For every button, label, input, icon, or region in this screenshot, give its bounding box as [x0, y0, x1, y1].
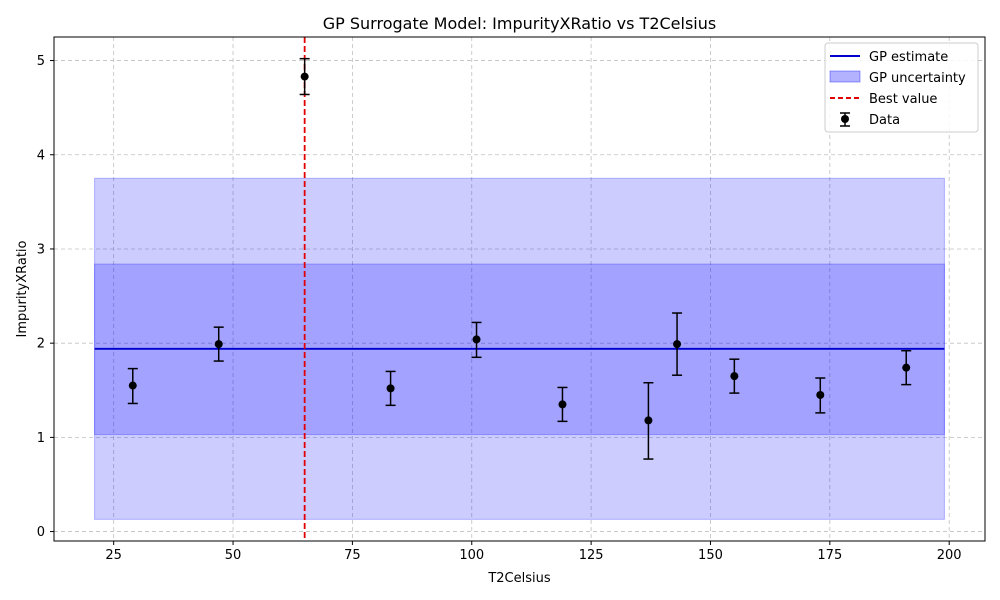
data-marker: [128, 381, 137, 390]
data-marker: [300, 72, 309, 81]
x-tick-label: 50: [225, 548, 242, 563]
y-axis-ticks: 0 1 2 3 4 5: [37, 54, 54, 540]
plot-frame: [53, 36, 986, 542]
data-marker: [644, 416, 653, 425]
x-tick-label: 150: [698, 548, 723, 563]
x-tick-label: 25: [105, 548, 122, 563]
y-tick-label: 4: [37, 148, 45, 163]
legend-gp-uncertainty-swatch: [829, 70, 861, 83]
data-point: [471, 321, 482, 359]
data-marker: [673, 340, 682, 349]
legend: GP estimate GP uncertainty Best value Da…: [824, 42, 979, 133]
x-tick-label: 100: [459, 548, 484, 563]
data-marker: [558, 400, 567, 409]
data-point: [557, 386, 568, 423]
legend-data-label: Data: [869, 113, 900, 128]
x-axis-label: T2Celsius: [487, 571, 551, 586]
legend-box: [824, 42, 979, 133]
legend-gp-estimate-label: GP estimate: [869, 50, 948, 65]
legend-data-swatch: [840, 112, 850, 127]
x-tick-label: 200: [937, 548, 962, 563]
data-point: [729, 358, 740, 394]
chart-title: GP Surrogate Model: ImpurityXRatio vs T2…: [323, 14, 716, 33]
data-point: [643, 381, 654, 460]
x-tick-label: 75: [344, 548, 361, 563]
data-marker: [902, 363, 911, 372]
data-point: [213, 326, 224, 362]
y-tick-label: 0: [37, 525, 45, 540]
y-axis-label: ImpurityXRatio: [15, 240, 30, 337]
x-axis-ticks: 25 50 75 100 125 150 175 200: [105, 541, 962, 563]
y-tick-label: 1: [37, 431, 45, 446]
data-marker: [386, 384, 395, 393]
data-point: [672, 312, 683, 376]
data-marker: [214, 340, 223, 349]
x-tick-label: 125: [579, 548, 604, 563]
legend-best-value-label: Best value: [869, 92, 937, 107]
data-point: [299, 57, 310, 96]
data-point: [385, 370, 396, 407]
grid: [54, 37, 985, 541]
legend-gp-uncertainty-label: GP uncertainty: [869, 71, 966, 86]
y-tick-label: 5: [37, 54, 45, 69]
data-point: [127, 367, 138, 405]
data-point: [815, 377, 826, 414]
y-tick-label: 2: [37, 337, 45, 352]
x-tick-label: 175: [817, 548, 842, 563]
y-tick-label: 3: [37, 242, 45, 257]
data-marker: [472, 335, 481, 344]
data-marker: [730, 372, 739, 381]
data-marker: [816, 390, 825, 399]
data-points: [127, 57, 912, 460]
data-point: [901, 349, 912, 386]
